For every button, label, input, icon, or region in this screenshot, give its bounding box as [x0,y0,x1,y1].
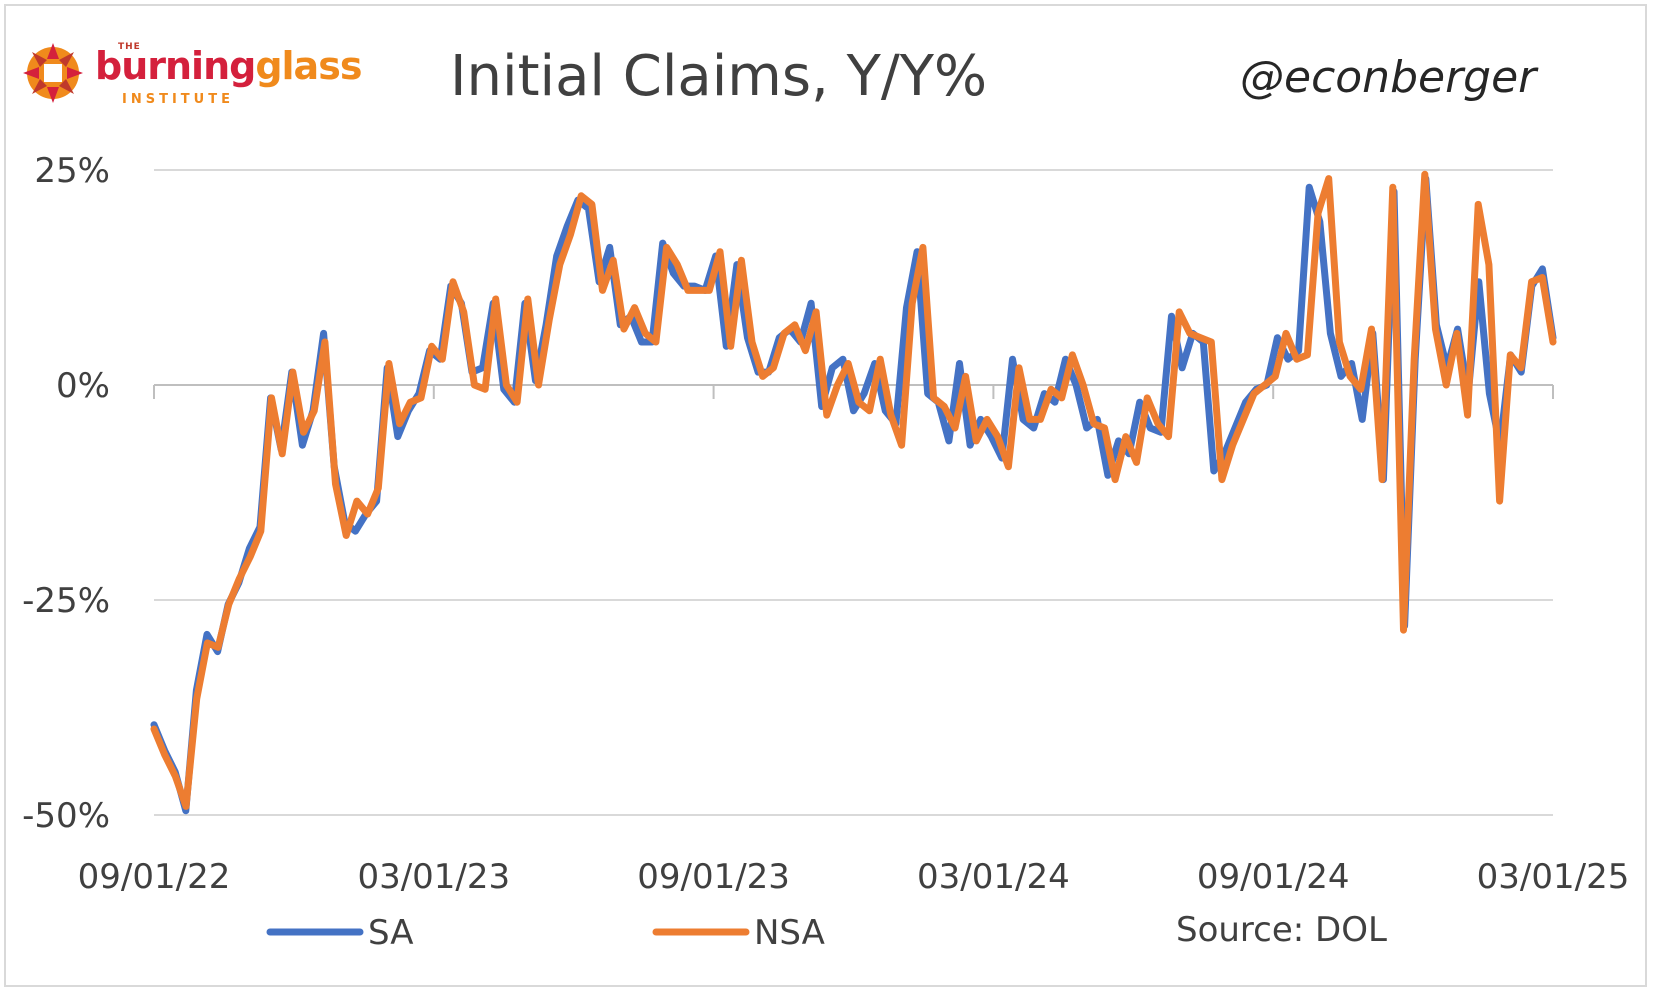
legend-label-sa: SA [368,913,413,953]
logo-burning-text: burning [95,44,256,88]
chart-title: Initial Claims, Y/Y% [450,44,988,109]
y-tick-label: 0% [56,366,110,406]
gridlines [154,169,1553,816]
series-lines [150,170,1557,815]
y-tick-label: -50% [22,796,110,836]
logo-wordmark: burningglass [95,44,362,88]
chart-frame [4,4,1647,987]
y-tick-label: 25% [34,151,110,191]
x-tick-label: 09/01/24 [1197,857,1350,897]
legend-label-nsa: NSA [754,913,825,953]
axes: 25% 0% -25% -50% 09/01/22 03/01/23 09/01/23 03/… [22,151,1629,897]
logo-the-text: THE [118,42,141,52]
sun-logo-icon [23,43,83,103]
x-tick-label: 03/01/24 [917,857,1070,897]
series-line-nsa [150,170,1557,810]
series-line-sa [150,175,1557,815]
y-tick-label: -25% [22,581,110,621]
burning-glass-logo: THE burningglass INSTITUTE [22,40,382,110]
legend: SA NSA [266,913,825,953]
logo-glass-text: glass [255,44,362,88]
author-handle: @econberger [1240,52,1537,103]
x-tick-label: 03/01/25 [1477,857,1630,897]
source-note: Source: DOL [1176,910,1387,950]
logo-institute-text: INSTITUTE [122,92,234,107]
x-tick-label: 03/01/23 [357,857,510,897]
x-tick-label: 09/01/22 [78,857,231,897]
x-tick-label: 09/01/23 [637,857,790,897]
